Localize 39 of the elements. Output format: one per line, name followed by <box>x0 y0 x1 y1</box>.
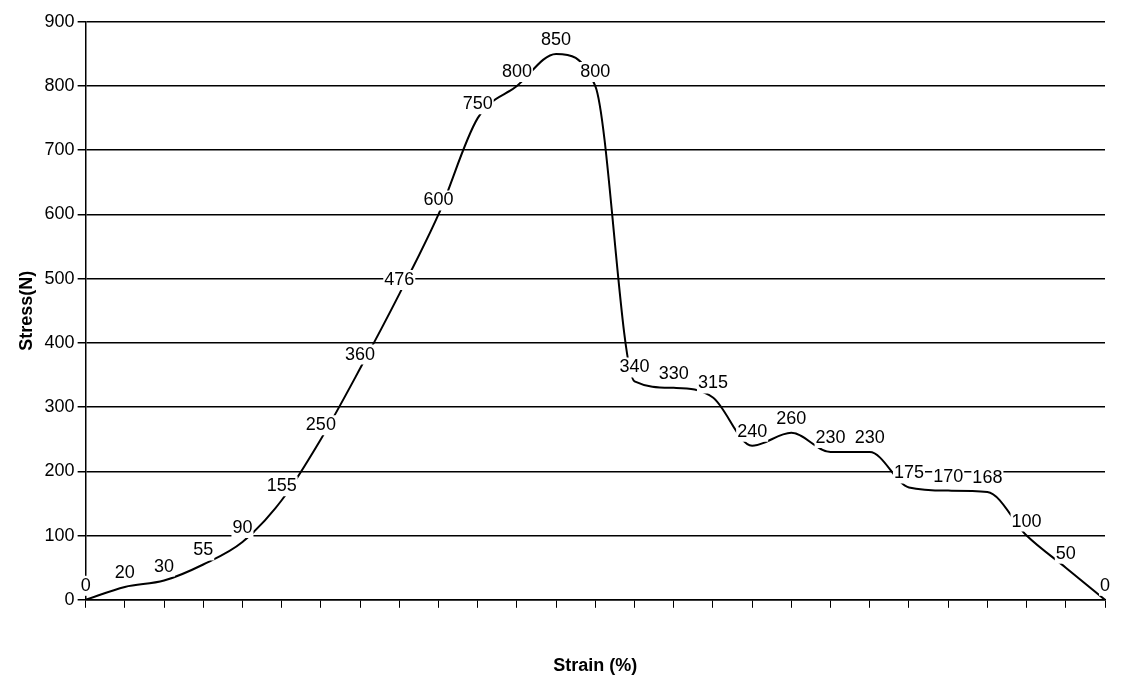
y-tick-label: 400 <box>44 331 75 352</box>
data-label: 230 <box>854 427 885 448</box>
data-label: 315 <box>697 372 728 393</box>
x-axis-title: Strain (%) <box>553 655 638 676</box>
data-label: 250 <box>305 414 336 435</box>
data-label: 750 <box>462 93 493 114</box>
data-label: 260 <box>776 407 807 428</box>
y-tick-label: 300 <box>44 396 75 417</box>
data-label: 600 <box>423 189 454 210</box>
data-label: 0 <box>80 574 91 595</box>
y-axis-title: Stress(N) <box>15 270 36 351</box>
y-tick-label: 800 <box>44 74 75 95</box>
data-label: 170 <box>933 465 964 486</box>
y-tick-label: 200 <box>44 460 75 481</box>
y-tick-label: 100 <box>44 524 75 545</box>
y-tick-label: 600 <box>44 203 75 224</box>
y-tick-label: 900 <box>44 10 75 31</box>
data-label: 175 <box>893 462 924 483</box>
data-label: 0 <box>1099 574 1111 595</box>
data-label: 30 <box>154 555 175 576</box>
y-tick-label: 0 <box>64 588 75 609</box>
data-label: 230 <box>815 427 846 448</box>
data-label: 100 <box>1011 510 1042 531</box>
data-label: 800 <box>580 60 611 81</box>
y-tick-label: 500 <box>44 267 75 288</box>
data-label: 168 <box>972 466 1003 487</box>
data-label: 20 <box>114 561 135 582</box>
data-label: 50 <box>1055 542 1076 563</box>
data-label: 360 <box>345 343 376 364</box>
data-label: 90 <box>232 516 253 537</box>
data-label: 476 <box>384 269 415 290</box>
data-label: 155 <box>266 475 297 496</box>
data-label: 800 <box>501 60 532 81</box>
y-tick-label: 700 <box>44 139 75 160</box>
data-label: 850 <box>541 28 572 49</box>
data-label: 330 <box>658 362 689 383</box>
data-label: 240 <box>737 420 768 441</box>
data-label: 340 <box>619 356 650 377</box>
data-label: 55 <box>193 539 214 560</box>
